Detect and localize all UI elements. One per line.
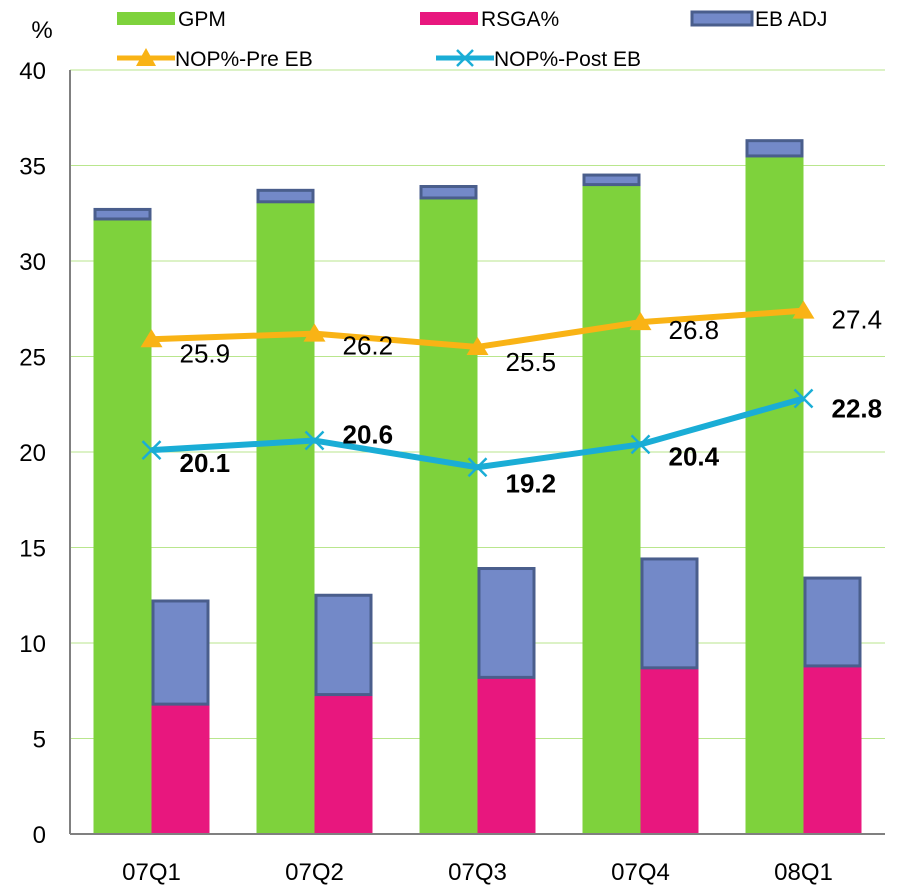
legend-item-gpm: GPM <box>117 8 226 31</box>
data-label-nop-pre-eb: 26.2 <box>343 331 394 361</box>
marker-nop-pre-eb <box>629 312 652 331</box>
marker-nop-post-eb <box>467 457 488 478</box>
legend-item-eb-adj: EB ADJ <box>690 8 827 31</box>
bar-eb-adj <box>745 139 804 158</box>
bars <box>93 139 862 835</box>
bar-eb-adj <box>314 593 373 697</box>
bar-eb-adj <box>256 188 315 204</box>
data-label-nop-pre-eb: 25.5 <box>506 347 557 377</box>
data-label-nop-pre-eb: 26.8 <box>669 315 720 345</box>
bar-rsga <box>803 665 862 834</box>
legend-swatch <box>690 10 754 27</box>
bar-eb-adj <box>419 185 478 200</box>
bar-gpm <box>419 197 478 835</box>
y-tick-label: 15 <box>19 536 46 563</box>
data-labels: 25.9 26.2 25.5 26.8 27.4 20.1 20.6 19.2 20.4 22.8 <box>180 305 883 499</box>
marker-nop-pre-eb <box>466 336 489 355</box>
data-label-nop-post-eb: 20.1 <box>180 448 231 478</box>
bar-gpm <box>93 218 152 835</box>
marker-nop-pre-eb <box>140 329 163 348</box>
y-tick-label: 5 <box>33 727 46 754</box>
bar-eb-adj <box>640 557 699 670</box>
legend-item-nop-pre-eb: NOP%-Pre EB <box>117 48 313 71</box>
bar-gpm <box>256 201 315 835</box>
bar-eb-adj <box>582 173 641 187</box>
lines <box>140 300 815 478</box>
y-axis-unit-label: % <box>31 17 52 44</box>
marker-nop-pre-eb <box>303 323 326 342</box>
marker-nop-pre-eb <box>792 300 815 319</box>
legend-item-nop-post-eb: NOP%-Post EB <box>436 48 641 71</box>
y-tick-label: 0 <box>33 822 46 849</box>
data-label-nop-pre-eb: 27.4 <box>832 305 883 335</box>
bar-eb-adj <box>93 207 152 221</box>
x-tick-label: 07Q2 <box>285 859 344 886</box>
data-label-nop-post-eb: 22.8 <box>832 394 883 424</box>
bar-gpm <box>745 155 804 834</box>
bar-eb-adj <box>477 567 536 679</box>
y-tick-label: 20 <box>19 440 46 467</box>
bar-rsga <box>477 677 536 834</box>
legend-label: NOP%-Pre EB <box>175 48 313 71</box>
marker-nop-post-eb <box>304 430 325 451</box>
legend-item-rsga: RSGA% <box>420 8 559 31</box>
x-tick-label: 07Q4 <box>611 859 670 886</box>
legend-label: RSGA% <box>481 8 559 31</box>
bar-rsga <box>640 667 699 834</box>
marker-nop-post-eb <box>793 388 814 409</box>
bar-eb-adj <box>803 576 862 668</box>
bar-eb-adj <box>151 599 210 706</box>
y-tick-label: 35 <box>19 154 46 181</box>
data-label-nop-post-eb: 20.4 <box>669 441 720 471</box>
legend-swatch <box>117 12 175 25</box>
bar-rsga <box>314 694 373 834</box>
legend-label: GPM <box>178 8 226 31</box>
x-tick-label: 07Q1 <box>122 859 181 886</box>
legend-swatch <box>420 12 478 25</box>
legend-label: EB ADJ <box>755 8 827 31</box>
legend: GPM RSGA% EB ADJ NOP%-Pre EB NOP%-Post EB <box>117 8 827 71</box>
x-tick-label: 08Q1 <box>774 859 833 886</box>
y-tick-label: 25 <box>19 345 46 372</box>
x-tick-label: 07Q3 <box>448 859 507 886</box>
legend-label: NOP%-Post EB <box>494 48 641 71</box>
bar-rsga <box>151 704 210 834</box>
y-tick-label: 10 <box>19 631 46 658</box>
y-tick-label: 40 <box>19 58 46 85</box>
bar-gpm <box>582 184 641 835</box>
y-tick-label: 30 <box>19 249 46 276</box>
marker-nop-post-eb <box>630 434 651 455</box>
marker-nop-post-eb <box>141 440 162 460</box>
data-label-nop-post-eb: 19.2 <box>506 468 557 498</box>
data-label-nop-pre-eb: 25.9 <box>180 338 231 368</box>
axes: 0 5 10 15 20 25 30 35 40 07Q1 07Q2 07Q3 07Q4 08Q1 <box>19 58 885 886</box>
data-label-nop-post-eb: 20.6 <box>343 420 394 450</box>
